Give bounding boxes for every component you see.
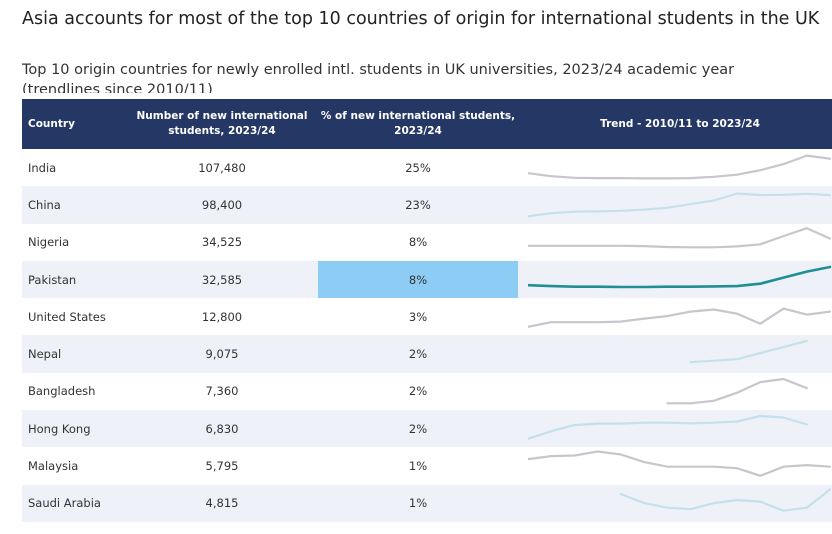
subtitle-block: Top 10 origin countries for newly enroll… [22,60,822,93]
table-row: Bangladesh 7,360 2% [22,373,832,410]
column-header-number: Number of new international students, 20… [136,110,308,137]
number-cell: 7,360 [205,384,239,399]
country-cell: Bangladesh [28,384,96,399]
country-cell: Hong Kong [28,421,91,436]
sparkline [528,192,832,218]
trend-line-united-states [528,307,832,329]
number-cell: 98,400 [201,197,243,212]
chart-subtitle-line2: (trendlines since 2010/11) [22,82,213,93]
country-cell: Saudi Arabia [28,496,101,511]
table-row: United States 12,800 3% [22,298,832,335]
table-row: India 107,480 25% [22,149,832,186]
sparkline [528,265,832,289]
trend-cell [528,298,832,335]
trend-cell [528,373,832,410]
percent-cell: 1% [408,459,428,474]
table-body: India 107,480 25% China 98,400 23% Nigeria 34,5… [22,149,832,522]
percent-cell: 2% [408,384,428,399]
percent-cell: 3% [408,309,428,324]
country-cell: Nepal [28,347,62,362]
number-cell: 4,815 [205,496,239,511]
trend-line-india [528,154,832,180]
trend-cell [528,224,832,261]
sparkline [528,226,832,248]
trend-cell [528,335,832,372]
number-cell: 32,585 [201,272,243,287]
table-row: Nepal 9,075 2% [22,335,832,373]
column-header-percent: % of new international students, 2023/24 [320,110,516,137]
trend-line-hong-kong [528,414,808,440]
table-row: Hong Kong 6,830 2% [22,410,832,448]
table-row: Malaysia 5,795 1% [22,447,832,484]
country-cell: Nigeria [28,235,70,250]
chart-title: Asia accounts for most of the top 10 cou… [22,9,820,29]
chart-subtitle: Top 10 origin countries for newly enroll… [22,62,735,78]
percent-cell: 1% [408,496,428,511]
trend-cell [528,149,832,186]
country-cell: Malaysia [28,459,79,474]
trend-line-nigeria [528,226,832,248]
sparkline [528,154,832,180]
percent-cell: 2% [408,421,428,436]
sparkline [666,377,808,405]
number-cell: 6,830 [205,421,239,436]
number-cell: 9,075 [205,347,239,362]
percent-cell: 23% [405,197,431,212]
column-header-trend: Trend - 2010/11 to 2023/24 [600,117,760,130]
percent-cell: 25% [405,160,431,175]
trend-line-bangladesh [666,377,808,405]
number-cell: 5,795 [205,459,239,474]
table-row: Nigeria 34,525 8% [22,224,832,261]
trend-line-nepal [689,340,808,364]
country-cell: India [28,160,57,175]
trend-cell [528,186,832,223]
percent-cell: 2% [408,347,428,362]
table-header: Country Number of new international stud… [22,99,832,149]
country-cell: United States [28,309,106,324]
table-row: Saudi Arabia 4,815 1% [22,484,832,522]
trend-cell [528,261,832,298]
percent-cell: 8% [318,260,518,299]
trend-line-saudi-arabia [619,488,832,512]
number-cell: 107,480 [198,160,246,175]
number-cell: 34,525 [201,235,243,250]
sparkline [619,488,832,512]
trend-line-pakistan [528,265,832,289]
trend-cell [528,447,832,484]
country-cell: China [28,197,61,212]
table-row: China 98,400 23% [22,186,832,224]
trend-line-china [528,192,832,218]
trend-line-malaysia [528,450,832,478]
data-table: Country Number of new international stud… [22,99,832,522]
country-cell: Pakistan [28,272,77,287]
trend-cell [528,410,832,447]
sparkline [689,340,808,364]
sparkline [528,450,832,478]
table-row: Pakistan 32,585 8% [22,260,832,299]
percent-cell: 8% [408,235,428,250]
column-header-country: Country [28,117,75,130]
trend-cell [528,485,832,522]
number-cell: 12,800 [201,309,243,324]
sparkline [528,414,808,440]
sparkline [528,307,832,329]
